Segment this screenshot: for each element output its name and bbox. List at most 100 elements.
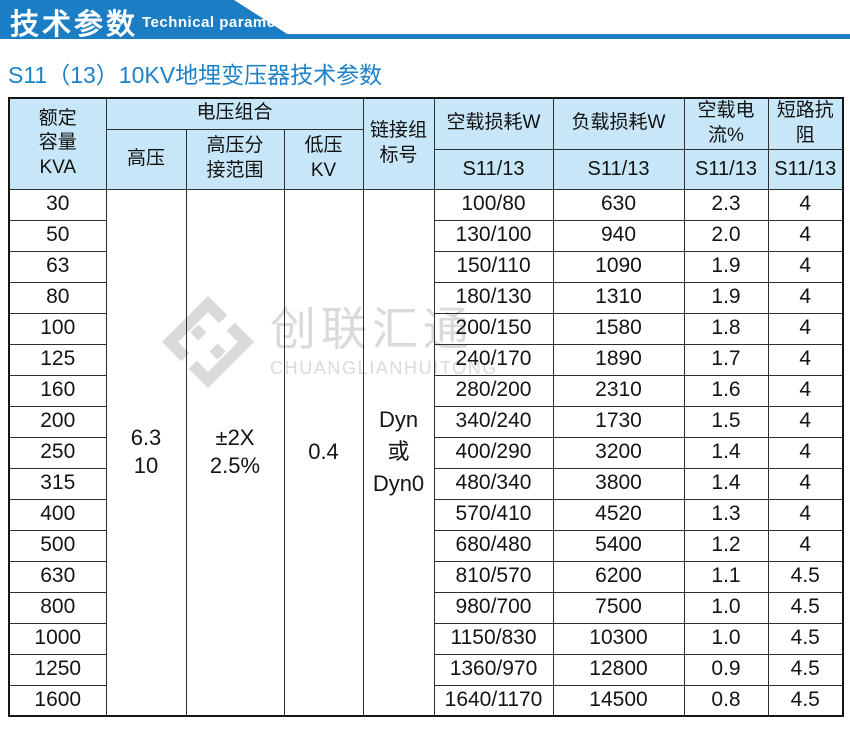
table-row: 63 150/110 1090 1.9 4 (8, 250, 844, 283)
capacity-cell: 160 (8, 374, 107, 407)
page-title: S11（13）10KV地埋变压器技术参数 (8, 62, 383, 88)
no-load-current-cell: 1.1 (683, 560, 769, 593)
capacity-cell: 1000 (8, 622, 107, 655)
header-no-load-loss: 空载损耗W (433, 97, 554, 150)
no-load-current-cell: 1.5 (683, 405, 769, 438)
table-row: 250 400/290 3200 1.4 4 (8, 436, 844, 469)
capacity-cell: 630 (8, 560, 107, 593)
table-row: 315 480/340 3800 1.4 4 (8, 467, 844, 500)
impedance-cell: 4.5 (767, 622, 844, 655)
banner-underline-bar (0, 34, 850, 39)
no-load-loss-cell: 570/410 (433, 498, 554, 531)
header-low-voltage: 低压 KV (283, 128, 364, 190)
load-loss-cell: 1090 (552, 250, 685, 283)
load-loss-cell: 10300 (552, 622, 685, 655)
no-load-current-cell: 2.3 (683, 188, 769, 221)
impedance-cell: 4 (767, 281, 844, 314)
load-loss-cell: 4520 (552, 498, 685, 531)
header-model-load-loss: S11/13 (552, 148, 685, 190)
parameters-table-header: 额定 容量 KVA 电压组合 链接组 标号 空载损耗W 负载损耗W 空载电流% … (8, 97, 844, 190)
capacity-cell: 100 (8, 312, 107, 345)
no-load-loss-cell: 1360/970 (433, 653, 554, 686)
capacity-cell: 80 (8, 281, 107, 314)
banner-ribbon (0, 0, 292, 37)
header-tap-range: 高压分 接范围 (185, 128, 285, 190)
load-loss-cell: 3800 (552, 467, 685, 500)
header-model-short-circuit: S11/13 (767, 148, 844, 190)
no-load-current-cell: 1.2 (683, 529, 769, 562)
load-loss-cell: 14500 (552, 684, 685, 717)
capacity-cell: 500 (8, 529, 107, 562)
banner-title: 技术参数 (10, 9, 139, 41)
capacity-cell: 800 (8, 591, 107, 624)
no-load-current-cell: 1.0 (683, 591, 769, 624)
no-load-current-cell: 0.8 (683, 684, 769, 717)
header-high-voltage: 高压 (105, 128, 187, 190)
merged-high-voltage-cell: 6.3 10 (105, 188, 187, 717)
header-capacity: 额定 容量 KVA (8, 97, 107, 190)
capacity-cell: 250 (8, 436, 107, 469)
no-load-loss-cell: 240/170 (433, 343, 554, 376)
no-load-current-cell: 1.4 (683, 467, 769, 500)
impedance-cell: 4 (767, 498, 844, 531)
no-load-loss-cell: 680/480 (433, 529, 554, 562)
header-load-loss: 负载损耗W (552, 97, 685, 150)
merged-low-voltage-cell: 0.4 (283, 188, 364, 717)
capacity-cell: 1600 (8, 684, 107, 717)
no-load-loss-cell: 100/80 (433, 188, 554, 221)
table-row: 30 6.3 10 ±2X 2.5% 0.4 Dyn 或 Dyn0 100/80 630 2.… (8, 188, 844, 717)
no-load-current-cell: 1.3 (683, 498, 769, 531)
load-loss-cell: 1580 (552, 312, 685, 345)
load-loss-cell: 12800 (552, 653, 685, 686)
no-load-loss-cell: 180/130 (433, 281, 554, 314)
capacity-cell: 30 (8, 188, 107, 221)
impedance-cell: 4 (767, 312, 844, 345)
table-row: 1600 1640/1170 14500 0.8 4.5 (8, 684, 844, 717)
header-connection-group: 链接组 标号 (362, 97, 435, 190)
parameters-table: 额定 容量 KVA 电压组合 链接组 标号 空载损耗W 负载损耗W 空载电流% … (8, 97, 844, 717)
capacity-cell: 63 (8, 250, 107, 283)
capacity-cell: 200 (8, 405, 107, 438)
no-load-loss-cell: 980/700 (433, 591, 554, 624)
impedance-cell: 4 (767, 529, 844, 562)
impedance-cell: 4.5 (767, 653, 844, 686)
no-load-loss-cell: 200/150 (433, 312, 554, 345)
header-model-no-load-loss: S11/13 (433, 148, 554, 190)
no-load-current-cell: 1.6 (683, 374, 769, 407)
table-row: 125 240/170 1890 1.7 4 (8, 343, 844, 376)
parameters-table-body: 30 6.3 10 ±2X 2.5% 0.4 Dyn 或 Dyn0 100/80 630 2.… (8, 188, 844, 717)
load-loss-cell: 7500 (552, 591, 685, 624)
table-row: 50 130/100 940 2.0 4 (8, 219, 844, 252)
no-load-current-cell: 1.4 (683, 436, 769, 469)
no-load-loss-cell: 340/240 (433, 405, 554, 438)
table-row: 630 810/570 6200 1.1 4.5 (8, 560, 844, 593)
impedance-cell: 4.5 (767, 560, 844, 593)
no-load-loss-cell: 810/570 (433, 560, 554, 593)
capacity-cell: 50 (8, 219, 107, 252)
no-load-current-cell: 1.9 (683, 281, 769, 314)
no-load-loss-cell: 400/290 (433, 436, 554, 469)
table-row: 1250 1360/970 12800 0.9 4.5 (8, 653, 844, 686)
header-no-load-current: 空载电流% (683, 97, 769, 150)
table-row: 80 180/130 1310 1.9 4 (8, 281, 844, 314)
table-row: 200 340/240 1730 1.5 4 (8, 405, 844, 438)
impedance-cell: 4 (767, 343, 844, 376)
load-loss-cell: 2310 (552, 374, 685, 407)
no-load-current-cell: 1.9 (683, 250, 769, 283)
load-loss-cell: 630 (552, 188, 685, 221)
header-voltage-group: 电压组合 (105, 97, 364, 130)
no-load-current-cell: 2.0 (683, 219, 769, 252)
impedance-cell: 4 (767, 188, 844, 221)
no-load-current-cell: 0.9 (683, 653, 769, 686)
table-row: 100 200/150 1580 1.8 4 (8, 312, 844, 345)
impedance-cell: 4 (767, 250, 844, 283)
no-load-current-cell: 1.0 (683, 622, 769, 655)
section-banner: 技术参数 Technical parameter (0, 0, 850, 41)
impedance-cell: 4 (767, 405, 844, 438)
no-load-loss-cell: 130/100 (433, 219, 554, 252)
banner-subtitle: Technical parameter (142, 14, 297, 31)
load-loss-cell: 1730 (552, 405, 685, 438)
capacity-cell: 400 (8, 498, 107, 531)
no-load-loss-cell: 480/340 (433, 467, 554, 500)
impedance-cell: 4 (767, 374, 844, 407)
